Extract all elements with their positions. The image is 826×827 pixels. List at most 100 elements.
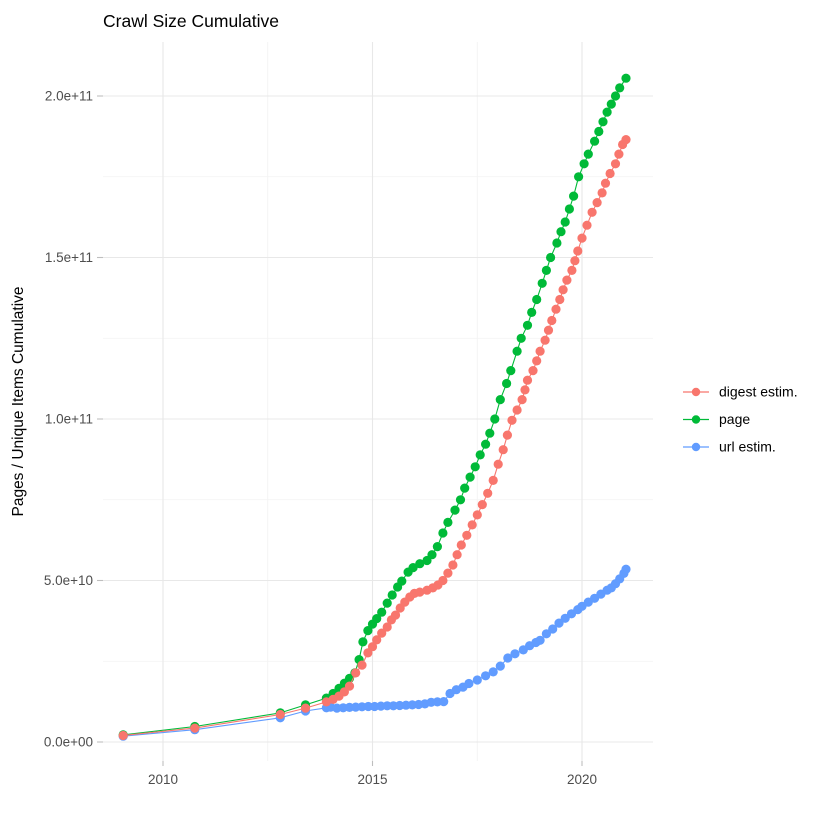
x-tick-label: 2010 (148, 772, 178, 787)
data-point (541, 629, 552, 639)
legend-item-label: url estim. (719, 439, 776, 455)
data-point (382, 622, 392, 632)
data-point (517, 395, 527, 405)
data-point (535, 635, 545, 645)
data-point (495, 395, 505, 405)
data-point (387, 590, 397, 600)
data-point (597, 188, 607, 198)
data-point (477, 500, 487, 510)
data-point (551, 304, 561, 314)
data-point (275, 709, 285, 720)
data-point (460, 483, 470, 493)
data-point (475, 450, 485, 460)
data-point (493, 459, 503, 469)
data-point (377, 607, 387, 617)
data-point (443, 517, 453, 528)
data-point (577, 233, 587, 243)
data-point (462, 530, 472, 540)
data-point (541, 265, 552, 275)
data-point (574, 172, 584, 182)
data-point (555, 294, 565, 305)
series-line (123, 568, 627, 737)
data-point (598, 117, 608, 127)
data-point (535, 346, 545, 356)
legend-key-dot (691, 415, 701, 424)
data-point (358, 637, 368, 647)
legend: digest estim. page url estim. (683, 384, 798, 455)
data-point (427, 550, 437, 560)
data-point (520, 385, 530, 395)
data-point (579, 159, 589, 169)
data-point (415, 587, 425, 597)
data-point (488, 475, 498, 485)
data-point (372, 635, 382, 645)
data-point (372, 614, 382, 624)
data-point (606, 99, 616, 109)
data-point (605, 168, 615, 179)
data-point (483, 488, 493, 498)
data-point (363, 701, 373, 712)
data-point (543, 325, 554, 335)
data-point (357, 660, 367, 670)
data-point (590, 136, 600, 146)
data-point (621, 135, 631, 145)
data-point (522, 375, 533, 385)
data-point (448, 560, 458, 570)
data-point (485, 428, 495, 438)
data-point (397, 576, 407, 586)
data-point (556, 227, 566, 237)
y-tick-label: 1.5e+11 (45, 250, 93, 265)
data-point (537, 278, 547, 288)
y-tick-label: 5.0e+10 (44, 573, 93, 588)
data-point (438, 575, 448, 586)
axis-tick-marks (97, 95, 583, 766)
data-point (548, 624, 558, 634)
data-point (506, 366, 516, 376)
data-point (600, 178, 611, 188)
legend-item-page: page (683, 411, 750, 427)
data-point (481, 671, 491, 681)
data-point (540, 335, 550, 345)
legend-key-dot (691, 442, 701, 452)
panel-grid-minor (103, 42, 653, 761)
series-layer (118, 73, 631, 741)
data-point (532, 294, 542, 305)
data-point (621, 73, 631, 83)
data-point (472, 510, 482, 520)
y-tick-label: 2.0e+11 (45, 89, 93, 104)
y-axis-title: Pages / Unique Items Cumulative (10, 286, 27, 516)
series-digest-estim (118, 135, 631, 741)
data-point (300, 703, 311, 713)
data-point (382, 598, 392, 608)
data-point (432, 542, 442, 552)
data-point (547, 315, 557, 326)
data-point (532, 356, 542, 366)
y-tick-label: 0.0e+00 (44, 735, 93, 750)
data-point (363, 626, 373, 636)
data-point (610, 159, 621, 169)
legend-item-digest-estim: digest estim. (683, 384, 798, 400)
data-point (516, 333, 526, 343)
data-point (502, 378, 512, 389)
data-point (490, 414, 500, 424)
data-point (367, 642, 378, 652)
data-point (621, 564, 631, 574)
data-point (567, 265, 577, 275)
x-tick-label: 2020 (567, 772, 597, 787)
data-point (587, 207, 597, 217)
data-point (408, 563, 418, 573)
data-point (552, 238, 562, 248)
data-point (452, 550, 462, 560)
data-point (118, 730, 128, 741)
legend-item-label: page (719, 411, 750, 427)
panel-grid-major (103, 42, 653, 761)
data-point (564, 204, 575, 214)
data-point (594, 126, 604, 137)
data-point (558, 285, 568, 295)
data-point (610, 91, 621, 101)
data-point (488, 667, 498, 677)
series-line (123, 77, 627, 736)
data-point (512, 405, 522, 415)
